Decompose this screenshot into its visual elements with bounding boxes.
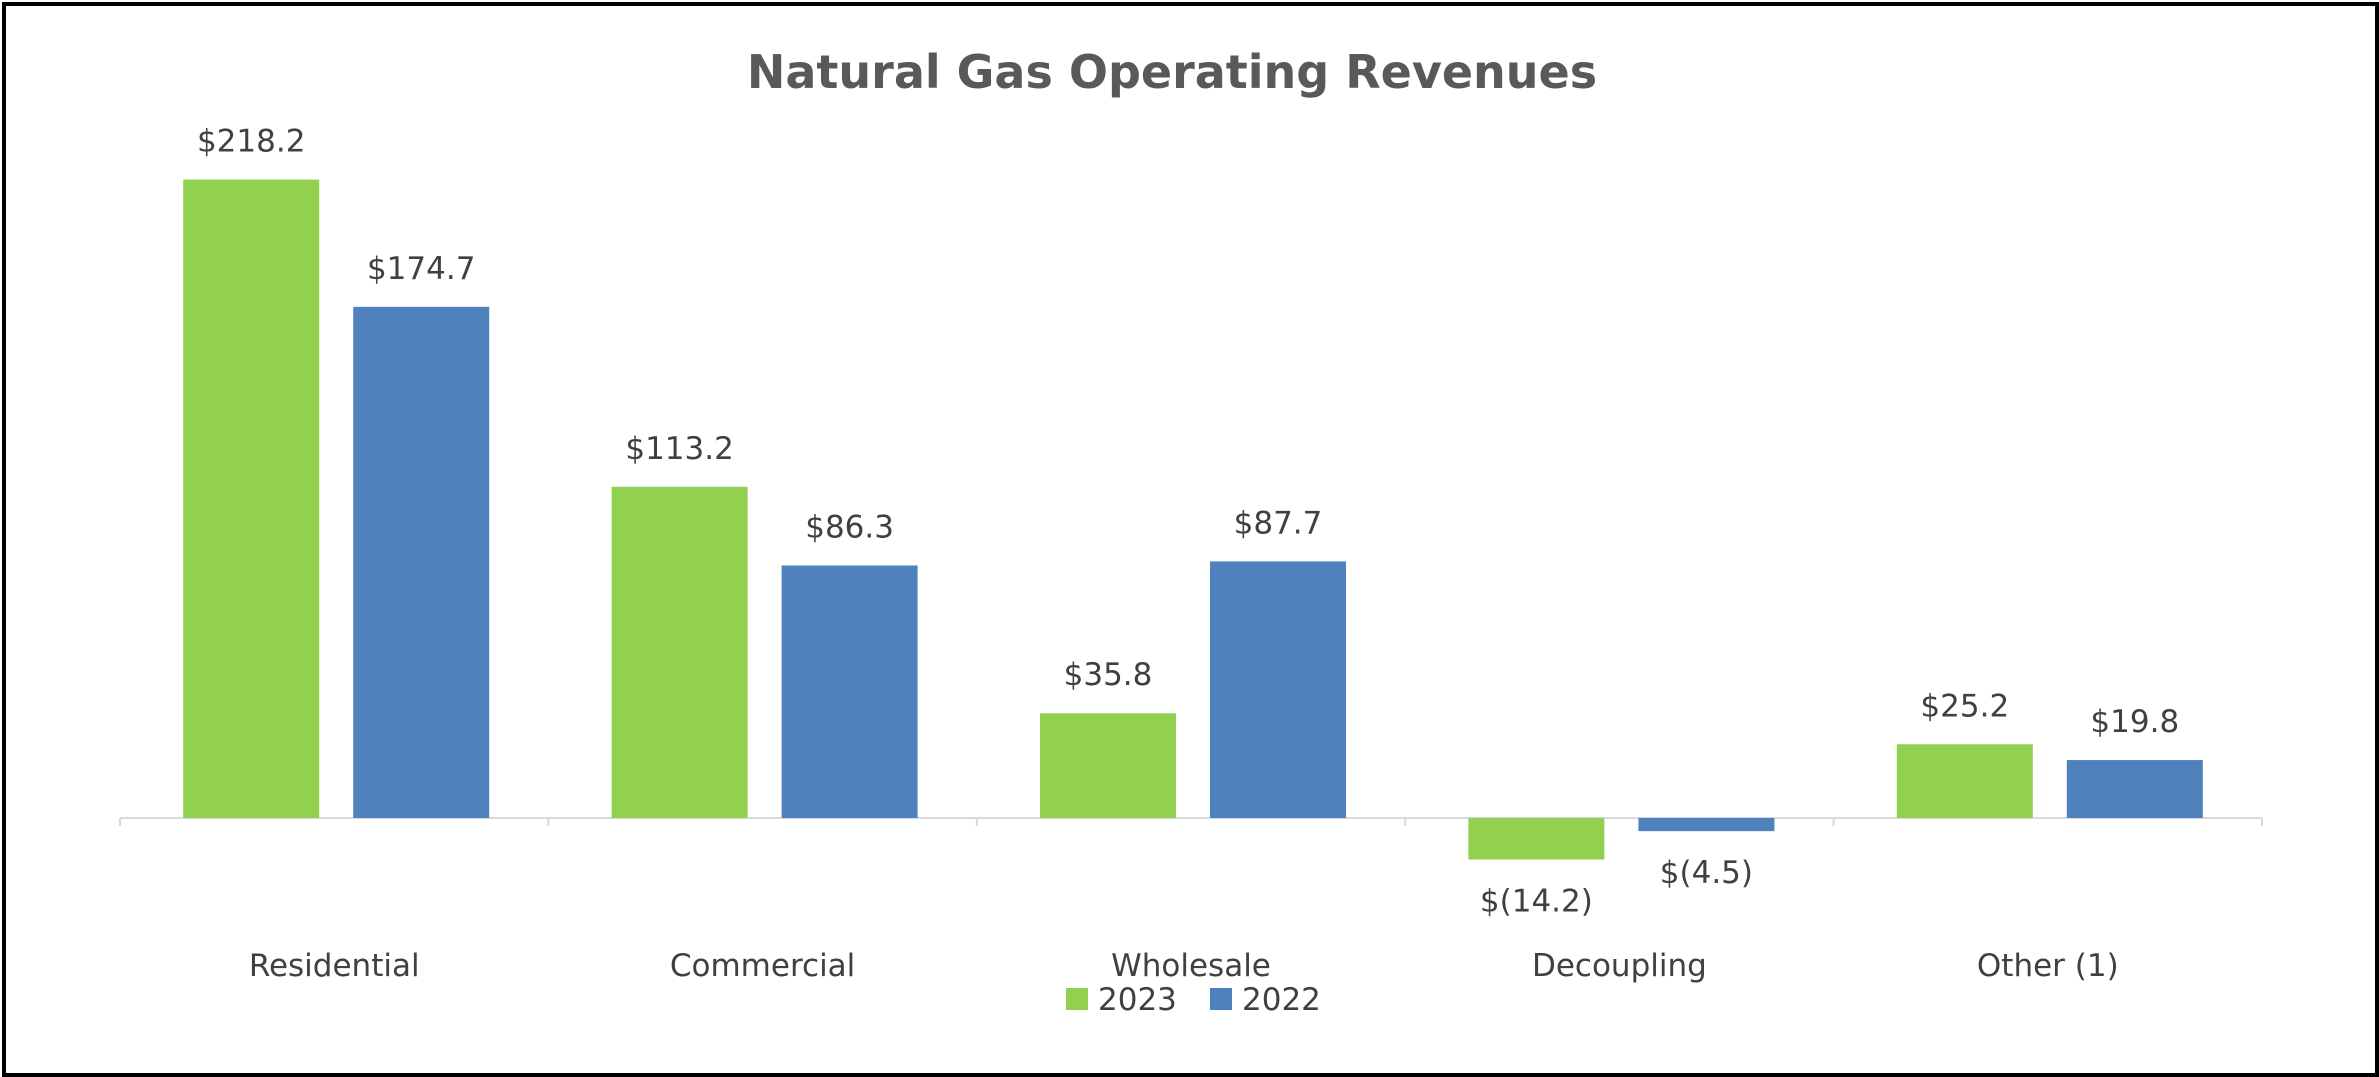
category-label: Commercial: [670, 948, 855, 984]
category-label: Residential: [249, 948, 420, 984]
data-label: $86.3: [805, 509, 894, 545]
legend-swatch-2023: [1066, 988, 1088, 1010]
plot-area: $218.2 $174.7 Residential $113.2 $86.3 Commer…: [119, 124, 2263, 984]
legend-label-2023: 2023: [1098, 982, 1177, 1018]
category-label: Decoupling: [1532, 948, 1707, 984]
bar-2022-4: [2066, 760, 2203, 818]
bar-2023-2: [1040, 713, 1176, 818]
data-label: $25.2: [1920, 688, 2009, 724]
legend-swatch-2022: [1210, 988, 1232, 1010]
bar-2023-3: [1468, 818, 1605, 860]
bar-2023-1: [611, 486, 748, 818]
legend-label-2022: 2022: [1242, 982, 1321, 1018]
data-label: $113.2: [625, 431, 733, 467]
data-label: $218.2: [197, 124, 305, 160]
bar-2022-1: [781, 565, 918, 818]
data-label: $19.8: [2090, 704, 2179, 740]
bar-2022-0: [353, 306, 490, 818]
bar-2022-2: [1210, 561, 1346, 818]
category-label: Other (1): [1977, 948, 2119, 984]
bar-2022-3: [1638, 818, 1775, 832]
data-label: $174.7: [367, 251, 475, 287]
bar-2023-4: [1896, 744, 2033, 818]
category-label: Wholesale: [1111, 948, 1271, 984]
legend: 2023 2022: [1066, 982, 1321, 1018]
data-label: $(14.2): [1480, 884, 1593, 920]
bar-2023-0: [183, 179, 320, 818]
data-label: $87.7: [1234, 505, 1323, 541]
chart-title: Natural Gas Operating Revenues: [747, 45, 1597, 99]
data-label: $35.8: [1064, 657, 1153, 693]
data-label: $(4.5): [1660, 855, 1753, 891]
